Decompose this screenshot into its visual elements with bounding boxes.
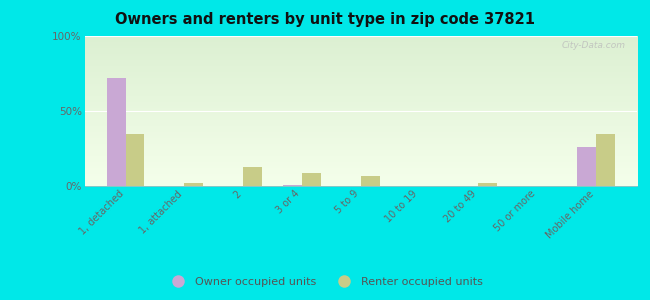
- Bar: [185, 183, 203, 186]
- Bar: [361, 176, 380, 186]
- Bar: [596, 134, 615, 186]
- Bar: [302, 172, 321, 186]
- Bar: [478, 183, 497, 186]
- Bar: [107, 78, 125, 186]
- Legend: Owner occupied units, Renter occupied units: Owner occupied units, Renter occupied un…: [163, 273, 487, 291]
- Bar: [577, 147, 596, 186]
- Text: City-Data.com: City-Data.com: [562, 40, 626, 50]
- Bar: [243, 167, 262, 186]
- Bar: [125, 134, 144, 186]
- Bar: [283, 184, 302, 186]
- Text: Owners and renters by unit type in zip code 37821: Owners and renters by unit type in zip c…: [115, 12, 535, 27]
